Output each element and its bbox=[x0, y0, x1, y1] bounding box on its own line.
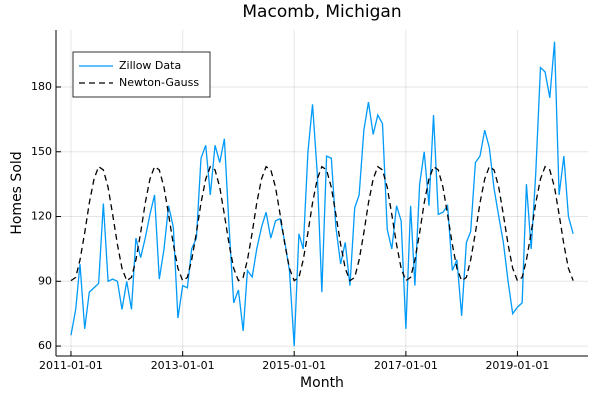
x-tick-label: 2011-01-01 bbox=[39, 359, 103, 372]
x-tick-label: 2013-01-01 bbox=[151, 359, 215, 372]
y-tick-label: 180 bbox=[31, 80, 52, 93]
legend-box bbox=[72, 51, 211, 98]
data-line bbox=[70, 41, 574, 347]
x-axis-label: Month bbox=[300, 375, 344, 391]
data-line bbox=[70, 165, 574, 282]
y-tick-label: 90 bbox=[38, 274, 52, 287]
y-axis-label: Homes Sold bbox=[9, 151, 25, 234]
y-tick-label: 60 bbox=[38, 339, 52, 352]
chart-title: Macomb, Michigan bbox=[242, 2, 401, 22]
legend-label: Newton-Gauss bbox=[119, 76, 199, 89]
x-tick-label: 2015-01-01 bbox=[262, 359, 326, 372]
x-tick-label: 2019-01-01 bbox=[485, 359, 549, 372]
y-tick-label: 120 bbox=[31, 210, 52, 223]
legend-label: Zillow Data bbox=[119, 59, 181, 72]
x-tick-label: 2017-01-01 bbox=[374, 359, 438, 372]
y-tick-label: 150 bbox=[31, 145, 52, 158]
